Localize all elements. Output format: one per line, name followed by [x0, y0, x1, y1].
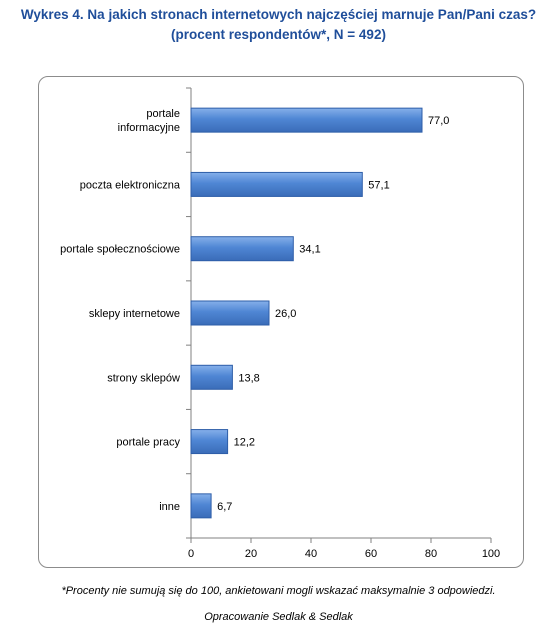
x-tick-label: 100	[482, 548, 500, 560]
category-label: informacyjne	[118, 122, 180, 134]
chart-area	[38, 76, 524, 568]
bar	[190, 300, 270, 326]
category-label: poczta elektroniczna	[80, 179, 181, 191]
category-label: strony sklepów	[107, 372, 180, 384]
axes	[186, 87, 492, 543]
bar	[190, 493, 212, 519]
bar	[190, 236, 294, 262]
x-tick-label: 60	[365, 548, 377, 560]
title-line-1: Wykres 4. Na jakich stronach internetowy…	[20, 7, 537, 22]
bar	[190, 429, 229, 455]
title-line-2: (procent respondentów*, N = 492)	[171, 27, 386, 42]
category-label: portale pracy	[116, 437, 180, 449]
value-label: 12,2	[234, 437, 255, 449]
category-label: sklepy internetowe	[89, 308, 180, 320]
chart-title: Wykres 4. Na jakich stronach internetowy…	[0, 5, 557, 45]
bars	[190, 107, 423, 519]
labels: 0 20 40 60 80 100 77,0 portale informacyjne 57,1 p…	[60, 108, 500, 560]
bar	[190, 107, 423, 133]
x-tick-label: 20	[245, 548, 257, 560]
value-label: 57,1	[368, 179, 389, 191]
category-label: portale	[146, 108, 180, 120]
x-tick-label: 80	[425, 548, 437, 560]
value-label: 13,8	[238, 372, 259, 384]
value-label: 34,1	[299, 244, 320, 256]
bar	[190, 171, 363, 197]
x-tick-label: 40	[305, 548, 317, 560]
value-label: 6,7	[217, 501, 232, 513]
footnote: *Procenty nie sumują się do 100, ankieto…	[61, 585, 496, 597]
source-note: Opracowanie Sedlak & Sedlak	[204, 611, 353, 623]
bar	[190, 364, 233, 390]
category-label: inne	[159, 501, 180, 513]
value-label: 77,0	[428, 115, 449, 127]
value-label: 26,0	[275, 308, 296, 320]
x-tick-label: 0	[188, 548, 194, 560]
category-label: portale społecznościowe	[60, 244, 180, 256]
